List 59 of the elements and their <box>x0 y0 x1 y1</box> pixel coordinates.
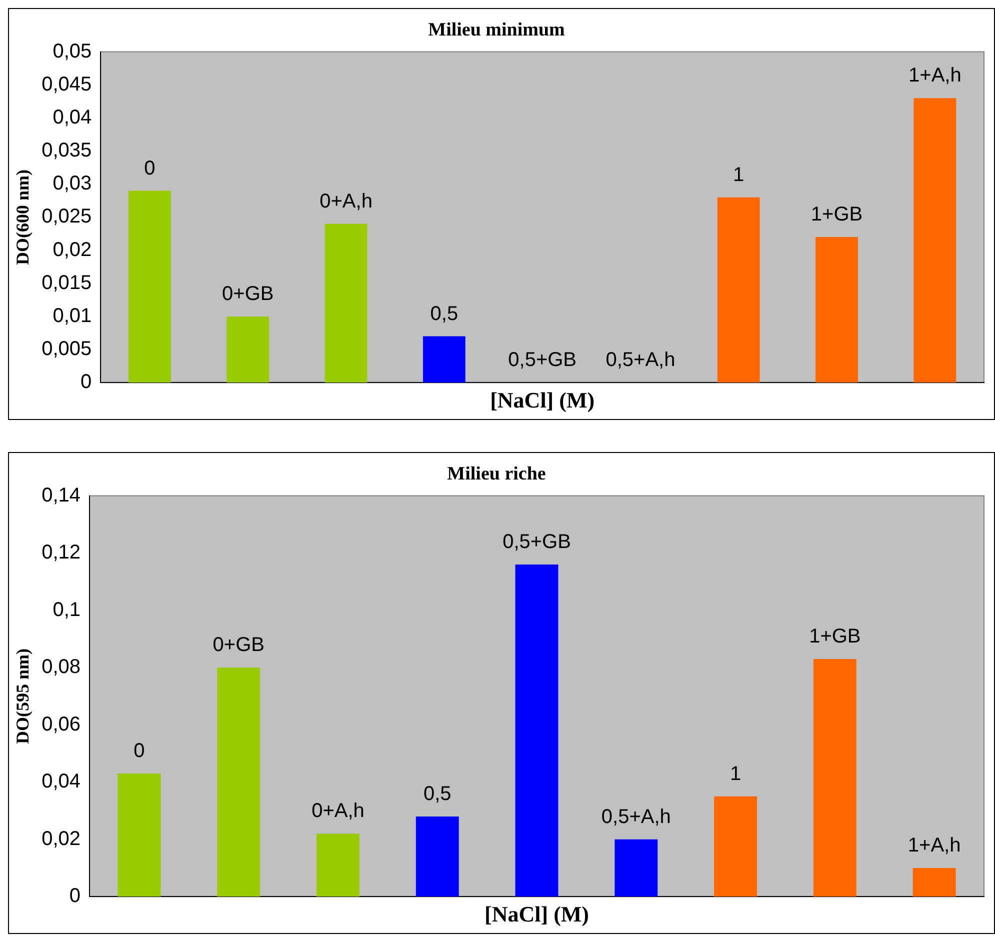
category-label: 0+GB <box>212 634 264 656</box>
y-tick-label: 0,015 <box>42 272 92 294</box>
bar <box>515 564 558 897</box>
y-axis-title: DO(595 nm) <box>12 648 32 744</box>
category-label: 0 <box>134 740 145 762</box>
y-tick-label: 0,06 <box>42 713 81 736</box>
category-label: 0 <box>144 157 156 180</box>
category-label: 1 <box>733 164 744 186</box>
bar <box>422 336 466 383</box>
chart-title: Milieu riche <box>447 463 546 484</box>
y-tick-label: 0,02 <box>52 238 92 261</box>
category-label: 0,5+GB <box>508 349 577 372</box>
category-label: 0,5 <box>430 302 458 325</box>
category-label: 0,5+GB <box>502 531 571 554</box>
chart-title: Milieu minimum <box>428 19 566 40</box>
category-label: 1+GB <box>810 204 863 226</box>
y-tick-label: 0,04 <box>42 770 81 793</box>
y-tick-label: 0,14 <box>42 484 81 506</box>
y-tick-label: 0,05 <box>52 40 92 62</box>
bar <box>717 197 760 383</box>
y-tick-label: 0,08 <box>42 656 81 678</box>
category-label: 1 <box>730 762 742 785</box>
y-tick-label: 0,04 <box>52 106 92 128</box>
y-tick-label: 0,025 <box>42 206 92 228</box>
category-label: 1+A,h <box>908 834 961 856</box>
x-axis-title: [NaCl] (M) <box>484 901 589 926</box>
y-axis-title: DO(600 nm) <box>12 169 32 265</box>
y-tick-label: 0,005 <box>42 338 92 360</box>
bar <box>118 773 161 897</box>
category-label: 0+A,h <box>320 190 372 212</box>
y-tick-label: 0,03 <box>52 172 92 195</box>
y-tick-label: 0,02 <box>42 828 81 850</box>
bar <box>714 796 758 897</box>
category-label: 0,5+A,h <box>601 806 671 828</box>
bar <box>324 224 368 383</box>
x-axis-title: [NaCl] (M) <box>490 387 595 412</box>
y-tick-label: 0,01 <box>52 304 92 327</box>
category-label: 1+A,h <box>908 64 962 87</box>
bar <box>217 668 260 897</box>
category-label: 0+A,h <box>312 800 364 822</box>
bar <box>813 658 856 897</box>
bar <box>226 316 270 383</box>
y-tick-label: 0,045 <box>42 73 92 96</box>
bar <box>128 190 171 383</box>
category-label: 1+GB <box>809 626 861 648</box>
bar <box>912 868 956 897</box>
bar <box>416 816 459 897</box>
bar <box>816 237 858 383</box>
category-label: 0,5 <box>423 782 452 805</box>
y-tick-label: 0 <box>69 885 81 908</box>
y-tick-label: 0 <box>80 371 92 394</box>
y-tick-label: 0,12 <box>42 542 81 564</box>
category-label: 0,5+A,h <box>606 349 676 372</box>
y-tick-label: 0,1 <box>52 598 81 621</box>
category-label: 0+GB <box>222 282 274 305</box>
bar <box>614 839 658 897</box>
bar <box>316 834 360 897</box>
bar <box>914 98 956 383</box>
y-tick-label: 0,035 <box>42 140 92 162</box>
